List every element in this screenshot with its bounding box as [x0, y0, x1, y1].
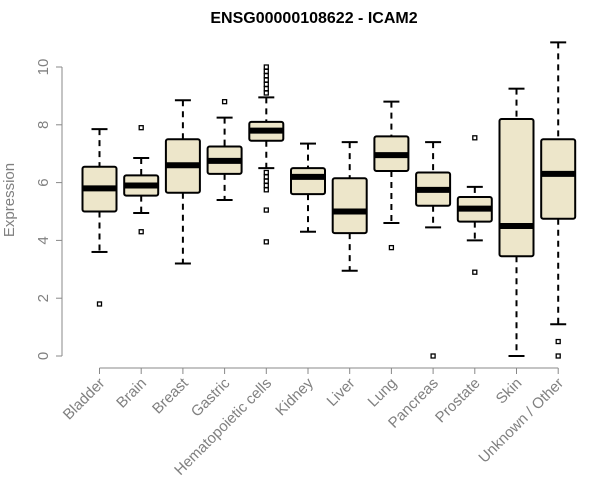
outlier-point: [263, 81, 269, 87]
box-pancreas: [415, 141, 452, 359]
y-tick-label: 0: [35, 352, 52, 360]
outlier-point: [138, 229, 144, 235]
outlier-point: [263, 86, 269, 92]
box-kidney: [290, 142, 326, 233]
box-brain: [123, 125, 160, 235]
outlier-point: [388, 244, 395, 251]
outlier-point: [263, 178, 269, 184]
outlier-point: [555, 353, 561, 359]
outlier-point: [263, 90, 269, 96]
outlier-point: [221, 99, 228, 105]
y-tick-label: 10: [35, 59, 52, 76]
x-tick-label: Bladder: [60, 375, 109, 424]
outlier-point: [472, 135, 478, 141]
box-body: [540, 138, 577, 220]
box-skin: [498, 87, 535, 357]
outlier-point: [263, 64, 269, 70]
outlier-point: [555, 338, 561, 345]
box-breast: [164, 99, 201, 265]
box-prostate: [456, 135, 493, 275]
outlier-point: [96, 301, 103, 307]
outlier-point: [263, 73, 269, 79]
x-tick-label: Breast: [149, 374, 192, 417]
outlier-point: [138, 125, 144, 131]
outlier-point: [263, 187, 269, 193]
outlier-point: [263, 77, 269, 83]
box-gastric: [206, 99, 243, 201]
x-tick-label: Lung: [365, 375, 401, 411]
x-tick-label: Brain: [113, 375, 150, 412]
outlier-point: [472, 269, 478, 275]
box-body: [498, 118, 535, 258]
chart-title: ENSG00000108622 - ICAM2: [210, 10, 417, 27]
y-tick-label: 4: [35, 236, 52, 244]
y-tick-label: 8: [35, 121, 52, 129]
box-body: [331, 177, 368, 235]
outlier-point: [263, 174, 269, 180]
outlier-point: [263, 239, 269, 245]
y-axis: 0 2 4 6 8 10: [35, 59, 63, 360]
outlier-point: [430, 353, 436, 359]
x-tick-label: Liver: [324, 375, 359, 410]
y-axis-label: Expression: [1, 163, 18, 237]
y-tick-label: 6: [35, 178, 52, 186]
outlier-point: [263, 182, 269, 189]
outlier-point: [263, 207, 269, 213]
x-tick-label: Prostate: [432, 375, 484, 427]
x-tick-label: Skin: [493, 375, 526, 408]
plot-area: [81, 41, 577, 359]
outlier-point: [263, 68, 269, 74]
box-liver: [331, 141, 368, 272]
outlier-point: [263, 169, 269, 176]
x-tick-label: Kidney: [272, 374, 317, 419]
box-lung: [373, 100, 410, 251]
box-hematopoietic-cells: [248, 64, 285, 245]
box-bladder: [81, 128, 118, 307]
box-unknown-other: [540, 41, 577, 359]
y-tick-label: 2: [35, 294, 52, 302]
box-body: [290, 167, 326, 196]
